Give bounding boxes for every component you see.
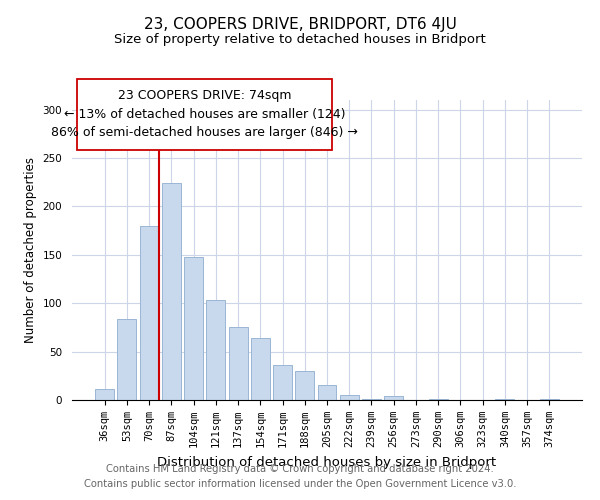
Text: Contains HM Land Registry data © Crown copyright and database right 2024.: Contains HM Land Registry data © Crown c…	[106, 464, 494, 474]
Bar	[162, 183, 181, 400]
Text: 23, COOPERS DRIVE, BRIDPORT, DT6 4JU: 23, COOPERS DRIVE, BRIDPORT, DT6 4JU	[143, 18, 457, 32]
X-axis label: Distribution of detached houses by size in Bridport: Distribution of detached houses by size …	[157, 456, 497, 468]
Bar	[317, 386, 337, 400]
Bar	[184, 257, 203, 400]
Y-axis label: Number of detached properties: Number of detached properties	[24, 157, 37, 343]
Text: 23 COOPERS DRIVE: 74sqm
← 13% of detached houses are smaller (124)
86% of semi-d: 23 COOPERS DRIVE: 74sqm ← 13% of detache…	[51, 90, 358, 140]
Bar	[540, 399, 559, 400]
Bar	[429, 399, 448, 400]
Bar	[118, 318, 136, 400]
Bar	[273, 365, 292, 400]
Bar	[229, 328, 248, 400]
Bar	[496, 399, 514, 400]
Bar	[295, 371, 314, 400]
Bar	[384, 396, 403, 400]
Bar	[140, 226, 158, 400]
Bar	[206, 300, 225, 400]
FancyBboxPatch shape	[77, 79, 332, 150]
Bar	[340, 395, 359, 400]
Text: Contains public sector information licensed under the Open Government Licence v3: Contains public sector information licen…	[84, 479, 516, 489]
Bar	[362, 399, 381, 400]
Bar	[95, 390, 114, 400]
Bar	[251, 338, 270, 400]
Text: Size of property relative to detached houses in Bridport: Size of property relative to detached ho…	[114, 32, 486, 46]
